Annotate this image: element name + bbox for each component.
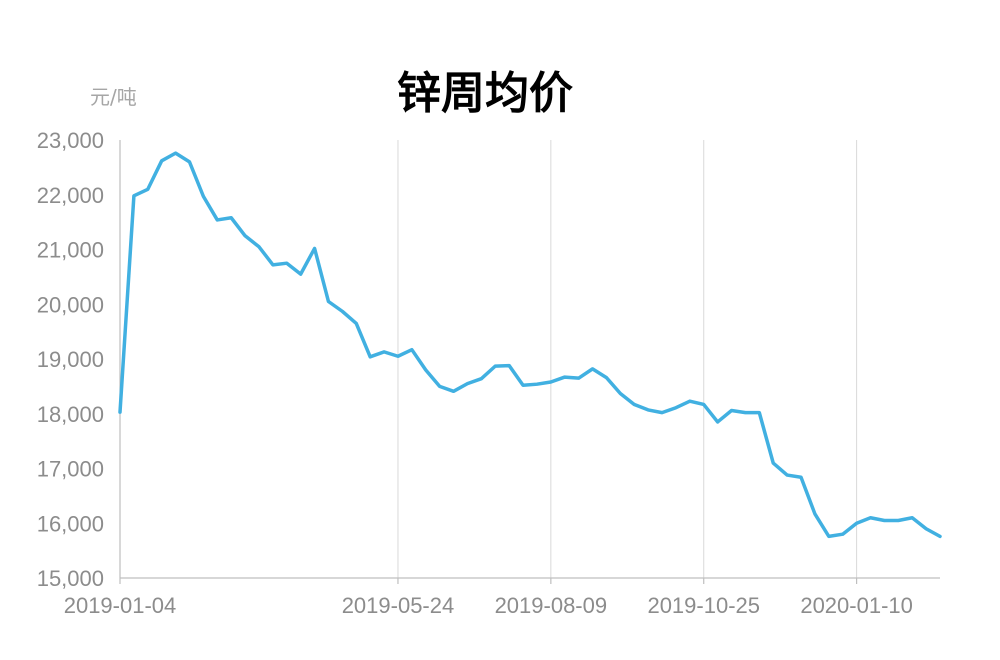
x-tick-label: 2019-01-04	[64, 593, 177, 618]
axes	[119, 140, 940, 579]
x-tick-label: 2019-05-24	[342, 593, 455, 618]
y-tick-label: 23,000	[37, 128, 104, 153]
y-tick-label: 22,000	[37, 183, 104, 208]
x-axis-ticks: 2019-01-04 2019-05-24 2019-08-09 2019-10-25…	[64, 578, 913, 618]
y-tick-label: 21,000	[37, 238, 104, 263]
y-tick-label: 20,000	[37, 292, 104, 317]
y-tick-label: 16,000	[37, 511, 104, 536]
y-tick-label: 15,000	[37, 566, 104, 591]
x-tick-label: 2020-01-10	[800, 593, 913, 618]
series-layer	[118, 151, 942, 539]
y-axis-ticks: 15,000 16,000 17,000 18,000 19,000 20,000 21,0…	[37, 128, 104, 591]
y-tick-label: 18,000	[37, 402, 104, 427]
y-axis-unit-label: 元/吨	[90, 85, 137, 109]
price-series-line	[118, 151, 942, 539]
x-tick-label: 2019-08-09	[495, 593, 608, 618]
chart-title: 锌周均价	[397, 68, 573, 119]
y-tick-label: 19,000	[37, 347, 104, 372]
y-tick-label: 17,000	[37, 457, 104, 482]
gridlines	[397, 140, 858, 578]
x-tick-label: 2019-10-25	[647, 593, 760, 618]
